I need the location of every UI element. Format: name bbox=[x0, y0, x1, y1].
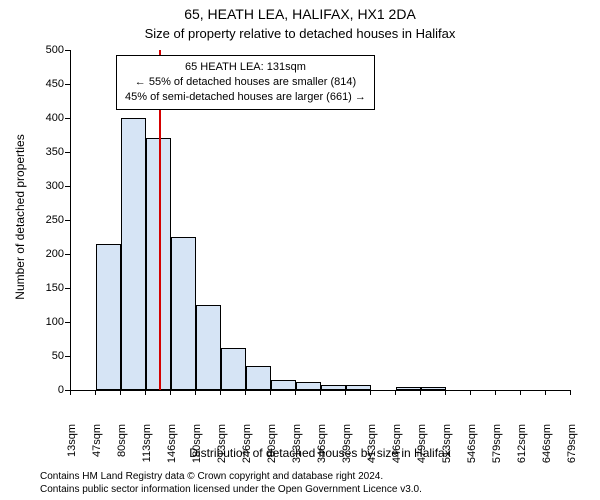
y-axis-label: Number of detached properties bbox=[13, 117, 27, 317]
histogram-bar bbox=[421, 387, 446, 390]
histogram-bar bbox=[171, 237, 196, 390]
y-tick-label: 500 bbox=[46, 44, 64, 56]
y-tick-mark bbox=[65, 186, 70, 187]
y-tick-mark bbox=[65, 288, 70, 289]
x-tick-mark bbox=[545, 390, 546, 395]
y-tick-label: 350 bbox=[46, 146, 64, 158]
histogram-bar bbox=[196, 305, 221, 390]
footer-line-2: Contains public sector information licen… bbox=[40, 483, 422, 496]
histogram-bar bbox=[396, 387, 421, 390]
x-tick-mark bbox=[345, 390, 346, 395]
x-tick-mark bbox=[95, 390, 96, 395]
y-tick-mark bbox=[65, 356, 70, 357]
page-subtitle: Size of property relative to detached ho… bbox=[0, 26, 600, 41]
x-axis-label: Distribution of detached houses by size … bbox=[70, 446, 570, 460]
histogram-plot: 65 HEATH LEA: 131sqm← 55% of detached ho… bbox=[70, 50, 571, 391]
x-tick-mark bbox=[70, 390, 71, 395]
y-tick-label: 400 bbox=[46, 112, 64, 124]
histogram-bar bbox=[321, 385, 346, 390]
x-tick-mark bbox=[445, 390, 446, 395]
x-tick-mark bbox=[145, 390, 146, 395]
y-tick-label: 300 bbox=[46, 180, 64, 192]
x-tick-mark bbox=[570, 390, 571, 395]
x-tick-mark bbox=[370, 390, 371, 395]
annotation-line: ← 55% of detached houses are smaller (81… bbox=[125, 75, 366, 90]
page-title: 65, HEATH LEA, HALIFAX, HX1 2DA bbox=[0, 6, 600, 22]
y-tick-label: 100 bbox=[46, 316, 64, 328]
x-tick-mark bbox=[320, 390, 321, 395]
x-tick-mark bbox=[295, 390, 296, 395]
y-tick-mark bbox=[65, 50, 70, 51]
x-tick-mark bbox=[170, 390, 171, 395]
histogram-bar bbox=[221, 348, 246, 390]
histogram-bar bbox=[271, 380, 296, 390]
x-tick-mark bbox=[120, 390, 121, 395]
y-tick-mark bbox=[65, 254, 70, 255]
histogram-bar bbox=[246, 366, 271, 390]
y-tick-mark bbox=[65, 220, 70, 221]
y-tick-label: 0 bbox=[58, 384, 64, 396]
histogram-bar bbox=[346, 385, 371, 390]
y-tick-mark bbox=[65, 322, 70, 323]
x-tick-mark bbox=[495, 390, 496, 395]
y-tick-label: 50 bbox=[52, 350, 64, 362]
annotation-box: 65 HEATH LEA: 131sqm← 55% of detached ho… bbox=[116, 55, 375, 110]
x-tick-mark bbox=[220, 390, 221, 395]
y-tick-label: 250 bbox=[46, 214, 64, 226]
y-tick-label: 200 bbox=[46, 248, 64, 260]
x-tick-mark bbox=[195, 390, 196, 395]
y-tick-mark bbox=[65, 152, 70, 153]
x-tick-mark bbox=[420, 390, 421, 395]
x-tick-mark bbox=[395, 390, 396, 395]
footer-attribution: Contains HM Land Registry data © Crown c… bbox=[40, 470, 422, 496]
y-tick-label: 450 bbox=[46, 78, 64, 90]
footer-line-1: Contains HM Land Registry data © Crown c… bbox=[40, 470, 422, 483]
x-tick-mark bbox=[520, 390, 521, 395]
histogram-bar bbox=[96, 244, 121, 390]
annotation-line: 65 HEATH LEA: 131sqm bbox=[125, 60, 366, 75]
histogram-bar bbox=[296, 382, 321, 390]
y-tick-mark bbox=[65, 118, 70, 119]
x-tick-mark bbox=[245, 390, 246, 395]
y-tick-mark bbox=[65, 84, 70, 85]
annotation-line: 45% of semi-detached houses are larger (… bbox=[125, 90, 366, 105]
x-tick-mark bbox=[470, 390, 471, 395]
x-tick-mark bbox=[270, 390, 271, 395]
y-tick-label: 150 bbox=[46, 282, 64, 294]
histogram-bar bbox=[121, 118, 146, 390]
